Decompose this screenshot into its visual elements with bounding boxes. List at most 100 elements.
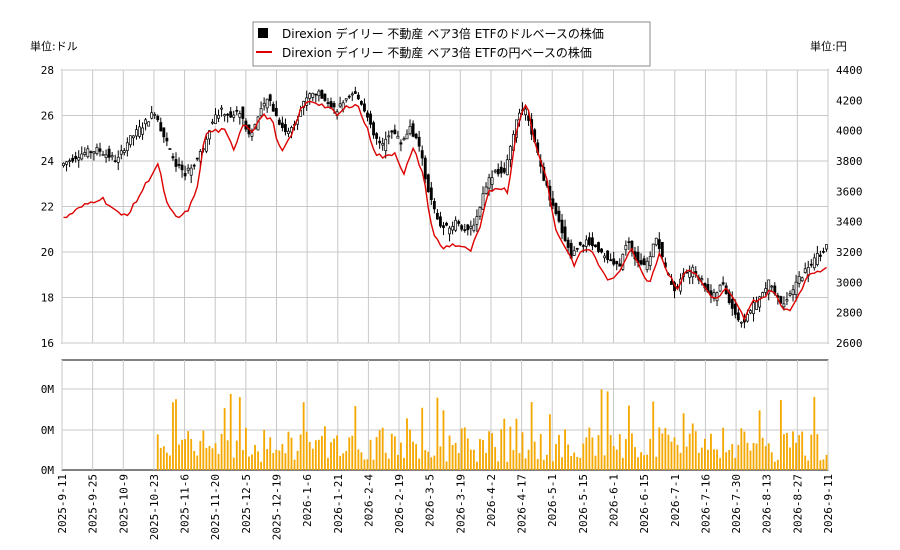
volume-bar bbox=[600, 389, 603, 470]
volume-bar bbox=[238, 397, 241, 470]
volume-bar bbox=[621, 457, 624, 470]
volume-bar bbox=[579, 457, 582, 470]
candle-body bbox=[162, 127, 166, 138]
volume-bar bbox=[184, 439, 187, 470]
volume-bar bbox=[205, 447, 208, 470]
x-tick-label: 2026-7-30 bbox=[730, 474, 743, 534]
volume-bar bbox=[384, 452, 387, 470]
candle-body bbox=[387, 135, 391, 138]
candle-body bbox=[271, 103, 275, 112]
candle-body bbox=[484, 186, 488, 194]
candle-body bbox=[144, 119, 148, 125]
candle-body bbox=[192, 164, 196, 167]
volume-bar bbox=[330, 442, 332, 470]
volume-bar bbox=[819, 460, 822, 470]
candle-body bbox=[739, 321, 743, 324]
candle-body bbox=[591, 237, 594, 247]
candle-body bbox=[89, 151, 93, 153]
jpy-price-line bbox=[63, 100, 827, 322]
volume-bar bbox=[776, 459, 779, 470]
candle-body bbox=[736, 312, 740, 321]
candle-body bbox=[107, 148, 111, 158]
volume-bar bbox=[396, 454, 399, 470]
volume-bar bbox=[792, 431, 794, 470]
x-tick-label: 2026-3-19 bbox=[454, 474, 467, 534]
volume-bar bbox=[305, 431, 308, 470]
x-tick-label: 2025-12-19 bbox=[270, 474, 283, 540]
volume-bar bbox=[451, 444, 454, 470]
candle-body bbox=[165, 137, 169, 142]
volume-bar bbox=[427, 451, 430, 470]
volume-bar bbox=[716, 449, 718, 470]
right-tick-label: 4000 bbox=[836, 125, 863, 138]
candle-body bbox=[587, 237, 591, 245]
candle-body bbox=[159, 122, 163, 132]
candle-body bbox=[141, 127, 144, 135]
volume-bar bbox=[345, 450, 348, 470]
volume-tick-label: 0M bbox=[41, 464, 55, 477]
candle-body bbox=[311, 92, 315, 98]
volume-bar bbox=[217, 453, 220, 470]
x-tick-label: 2026-1-21 bbox=[332, 474, 345, 534]
candle-body bbox=[110, 155, 114, 158]
volume-bar bbox=[263, 430, 266, 470]
candle-body bbox=[353, 91, 357, 94]
candle-body bbox=[338, 103, 342, 107]
volume-bar bbox=[497, 461, 500, 470]
candle-body bbox=[499, 166, 503, 174]
x-tick-label: 2026-7-16 bbox=[699, 474, 712, 534]
candle-body bbox=[472, 224, 476, 232]
volume-bar bbox=[202, 430, 205, 470]
candle-body bbox=[606, 250, 610, 260]
candle-body bbox=[98, 148, 102, 152]
candle-body bbox=[490, 177, 494, 185]
right-tick-label: 4400 bbox=[836, 64, 863, 77]
x-tick-label: 2026-1-6 bbox=[301, 474, 314, 527]
x-tick-label: 2026-2-19 bbox=[393, 474, 406, 534]
volume-bar bbox=[409, 429, 411, 470]
candle-body bbox=[457, 221, 461, 224]
volume-bar bbox=[783, 434, 785, 470]
volume-bar bbox=[710, 433, 712, 470]
volume-bar bbox=[226, 440, 229, 470]
volume-bar bbox=[558, 434, 560, 470]
volume-bars bbox=[156, 389, 828, 470]
candle-body bbox=[344, 98, 348, 101]
volume-bar bbox=[542, 459, 545, 470]
volume-bar bbox=[257, 451, 259, 470]
volume-bar bbox=[302, 402, 305, 470]
left-tick-label: 26 bbox=[41, 110, 54, 123]
volume-bar bbox=[667, 434, 670, 470]
right-tick-label: 2600 bbox=[836, 337, 863, 350]
volume-bar bbox=[515, 418, 518, 470]
candle-body bbox=[563, 226, 567, 241]
candle-body bbox=[317, 90, 321, 97]
candle-body bbox=[749, 310, 752, 314]
candle-body bbox=[384, 138, 388, 151]
volume-bar bbox=[773, 461, 776, 470]
candle-body bbox=[782, 303, 786, 308]
x-tick-label: 2026-4-17 bbox=[516, 474, 529, 534]
x-tick-label: 2026-9-11 bbox=[822, 474, 835, 534]
volume-bar bbox=[655, 456, 658, 470]
candle-body bbox=[241, 106, 245, 119]
left-tick-label: 18 bbox=[41, 292, 54, 305]
candle-body bbox=[186, 167, 190, 171]
x-tick-label: 2025-9-11 bbox=[56, 474, 69, 534]
volume-bar bbox=[521, 432, 524, 470]
legend: Direxion デイリー 不動産 ベア3倍 ETFのドルベースの株価 Dire… bbox=[252, 21, 651, 67]
right-axis-ticks: 2600 2800 3000 3200 3400 3600 3800 4000 4200 4400 bbox=[836, 64, 863, 350]
candle-body bbox=[147, 121, 151, 127]
volume-bar bbox=[603, 455, 606, 470]
left-tick-label: 22 bbox=[41, 201, 54, 214]
right-axis-unit-label: 単位:円 bbox=[810, 39, 847, 53]
candle-body bbox=[411, 123, 415, 137]
candle-body bbox=[451, 226, 455, 231]
candle-body bbox=[448, 227, 451, 235]
candle-body bbox=[460, 225, 464, 230]
right-tick-label: 3800 bbox=[836, 155, 863, 168]
candle-body bbox=[818, 254, 822, 257]
volume-bar bbox=[567, 444, 570, 470]
volume-bar bbox=[193, 450, 196, 470]
candle-body bbox=[405, 133, 409, 140]
